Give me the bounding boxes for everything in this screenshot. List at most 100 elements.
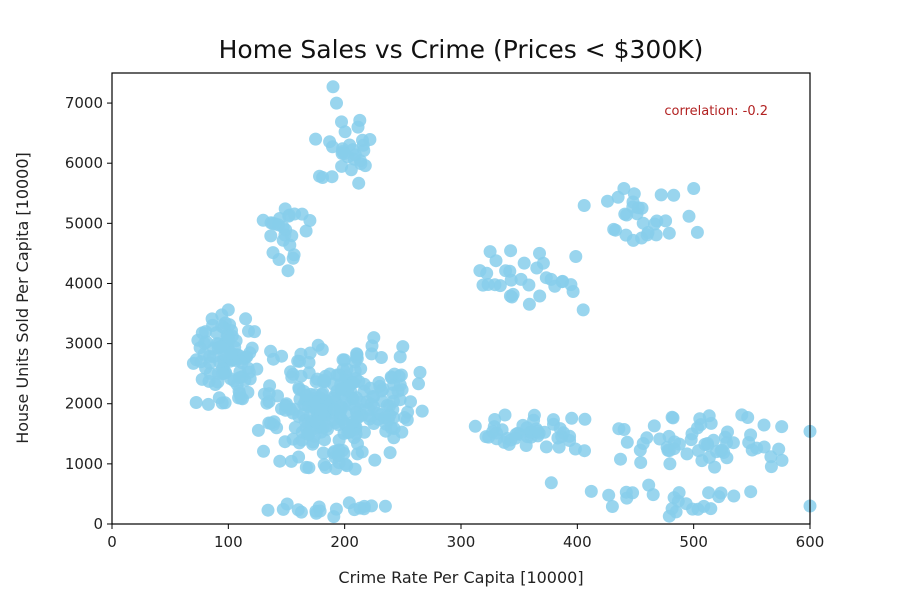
data-point-398 [335,159,349,173]
y-tick-label-0: 0 [93,515,103,533]
data-point-85 [200,335,213,349]
chart-title: Home Sales vs Crime (Prices < $300K) [219,35,704,64]
data-point-367 [281,264,295,278]
data-point-604 [669,505,683,519]
data-point-459 [601,194,614,208]
data-point-522 [695,454,709,468]
data-point-340 [299,388,313,402]
x-tick-label-2: 200 [330,533,359,551]
x-tick-label-5: 500 [679,533,708,551]
data-point-314 [332,433,346,447]
x-axis-label: Crime Rate Per Capita [10000] [338,568,583,587]
data-point-355 [299,224,313,238]
x-tick-label-1: 100 [214,533,243,551]
x-tick-label-3: 300 [447,533,476,551]
data-point-453 [667,188,681,202]
data-point-472 [468,419,482,433]
data-point-331 [334,399,348,413]
data-point-532 [744,428,758,442]
data-point-264 [380,399,394,412]
data-point-357 [266,246,280,260]
data-point-481 [552,440,566,454]
data-point-588 [702,486,716,500]
data-point-603 [619,485,633,499]
data-point-254 [368,453,382,467]
data-point-29 [239,312,253,326]
data-point-291 [302,356,316,369]
data-point-83 [232,371,246,385]
data-point-510 [680,447,694,461]
data-point-444 [607,222,621,236]
data-point-64 [215,319,229,333]
data-point-288 [262,387,276,401]
data-point-378 [325,170,339,184]
data-point-311 [336,353,350,367]
data-point-551 [772,442,786,456]
x-tick-label-6: 600 [796,533,825,551]
data-point-579 [312,500,326,514]
data-point-297 [342,425,356,439]
data-point-397 [351,120,365,134]
data-point-286 [350,352,364,366]
data-point-211 [275,349,289,363]
data-point-290 [395,425,409,439]
data-point-87 [203,366,217,380]
data-point-362 [303,214,317,227]
x-tick-label-4: 400 [563,533,592,551]
data-point-388 [326,140,339,154]
data-point-580 [280,497,294,511]
data-point-424 [503,264,517,278]
data-point-542 [612,422,626,436]
data-point-75 [243,346,257,360]
data-point-401 [363,133,377,146]
data-point-624 [349,391,363,405]
data-point-593 [672,486,686,500]
data-point-434 [662,226,676,240]
data-point-77 [201,397,215,411]
x-tick-label-0: 0 [107,533,117,551]
data-point-86 [242,324,255,338]
data-point-581 [329,502,343,516]
data-point-554 [662,444,676,458]
data-point-345 [394,368,408,382]
data-point-526 [775,420,789,434]
data-point-504 [486,425,500,439]
data-point-544 [764,460,778,474]
data-point-559 [663,457,677,471]
data-point-531 [578,444,591,458]
data-point-495 [563,429,577,443]
data-point-373 [283,238,297,252]
data-point-463 [498,408,512,422]
data-point-502 [509,431,523,445]
data-point-478 [546,413,560,427]
data-point-503 [539,440,553,454]
data-point-346 [319,419,333,433]
data-point-223 [250,362,264,376]
data-point-458 [640,228,654,242]
data-point-428 [533,289,547,303]
data-point-623 [314,403,328,417]
data-point-563 [750,441,764,455]
data-point-467 [565,411,579,425]
data-point-538 [578,412,592,426]
data-point-370 [271,218,285,232]
data-point-200 [348,462,362,476]
data-point-617 [617,182,631,195]
data-point-422 [533,246,546,260]
data-point-618 [687,182,701,195]
y-tick-label-1: 1000 [65,455,103,473]
data-point-449 [654,188,668,202]
data-point-333 [288,421,302,434]
data-point-598 [602,488,616,502]
data-points [186,80,817,524]
data-point-616 [483,245,497,259]
data-point-457 [626,200,640,214]
data-point-436 [682,209,696,223]
data-point-533 [614,452,627,466]
data-point-514 [757,418,771,432]
data-point-348 [362,402,376,416]
data-point-492 [553,422,567,436]
data-point-594 [646,488,660,502]
data-point-498 [529,422,543,436]
data-point-156 [315,343,329,356]
